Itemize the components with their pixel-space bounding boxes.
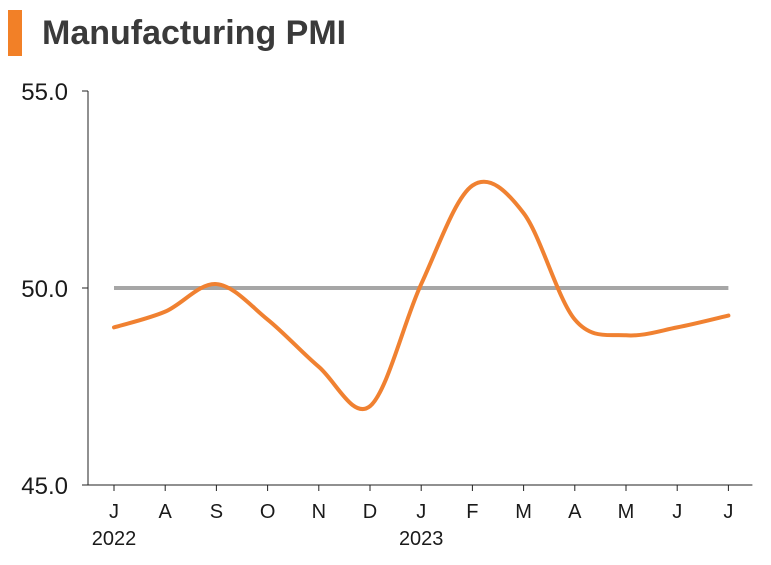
chart-title: Manufacturing PMI — [42, 14, 347, 52]
series-line-manufacturing-pmi — [112, 179, 731, 411]
x-tick-label: J — [672, 501, 682, 523]
x-tick-label: N — [312, 501, 326, 523]
x-tick-label: F — [466, 501, 478, 523]
x-year-label: 2023 — [399, 528, 444, 550]
x-year-label: 2022 — [92, 528, 137, 550]
x-tick-label: J — [723, 501, 733, 523]
title-accent-bar — [8, 10, 22, 56]
x-tick-label: M — [618, 501, 635, 523]
x-tick-label: J — [109, 501, 119, 523]
y-tick-label: 45.0 — [21, 473, 68, 500]
x-tick-label: A — [568, 501, 582, 523]
x-tick-label: J — [416, 501, 426, 523]
x-tick-label: S — [210, 501, 223, 523]
x-tick-label: A — [159, 501, 173, 523]
x-tick-label: O — [260, 501, 276, 523]
x-tick-label: D — [363, 501, 377, 523]
y-tick-label: 55.0 — [21, 79, 68, 106]
y-tick-label: 50.0 — [21, 276, 68, 303]
x-tick-label: M — [515, 501, 532, 523]
